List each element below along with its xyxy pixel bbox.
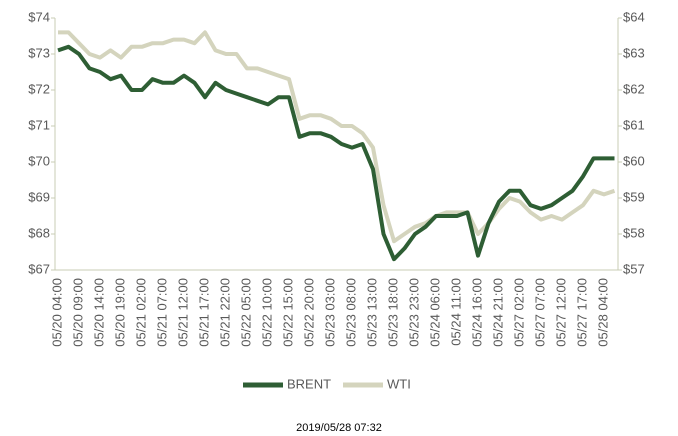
y2-tick-label: $63 [623,45,645,60]
legend-label: BRENT [287,376,331,391]
line-series [57,44,615,262]
y2-tick-label: $57 [623,261,645,276]
x-tick-label: 05/22 15:00 [280,278,295,347]
x-tick-label: 05/20 09:00 [70,278,85,347]
y2-tick-label: $60 [623,153,645,168]
x-tick-label: 05/21 22:00 [217,278,232,347]
y2-tick-label: $58 [623,225,645,240]
x-tick-label: 05/23 18:00 [385,278,400,347]
x-tick-label: 05/20 19:00 [112,278,127,347]
x-tick-label: 05/24 06:00 [427,278,442,347]
y2-tick-label: $62 [623,81,645,96]
x-tick-label: 05/22 20:00 [301,278,316,347]
y-tick-label: $72 [28,81,50,96]
x-tick-label: 05/24 11:00 [448,278,463,346]
footnote: 2019/05/28 07:32 [296,422,382,434]
x-tick-label: 05/21 17:00 [196,278,211,347]
y2-tick-label: $59 [623,189,645,204]
y2-tick-label: $61 [623,117,645,132]
x-tick-label: 05/22 05:00 [238,278,253,347]
y-tick-label: $73 [28,45,50,60]
x-tick-label: 05/27 17:00 [574,278,589,347]
y-tick-label: $71 [28,117,50,132]
y-tick-label: $70 [28,153,50,168]
x-tick-label: 05/20 04:00 [49,278,64,347]
x-tick-label: 05/27 02:00 [511,278,526,347]
legend-label: WTI [387,376,411,391]
y-tick-label: $68 [28,225,50,240]
x-tick-label: 05/23 13:00 [364,278,379,347]
x-tick-label: 05/27 12:00 [553,278,568,347]
x-tick-label: 05/24 16:00 [469,278,484,347]
x-tick-label: 05/24 21:00 [490,278,505,347]
x-tick-label: 05/22 10:00 [259,278,274,347]
x-tick-label: 05/28 04:00 [595,278,610,347]
x-tick-label: 05/23 03:00 [322,278,337,347]
x-tick-label: 05/20 14:00 [91,278,106,347]
x-tick-label: 05/27 07:00 [532,278,547,347]
y-tick-label: $74 [28,9,50,24]
x-tick-label: 05/23 23:00 [406,278,421,347]
line-series [58,30,616,244]
x-tick-label: 05/23 08:00 [343,278,358,347]
x-tick-label: 05/21 07:00 [154,278,169,347]
x-tick-label: 05/21 02:00 [133,278,148,347]
y-tick-label: $67 [28,261,50,276]
y-tick-label: $69 [28,189,50,204]
y2-tick-label: $64 [623,9,645,24]
x-tick-label: 05/21 12:00 [175,278,190,347]
